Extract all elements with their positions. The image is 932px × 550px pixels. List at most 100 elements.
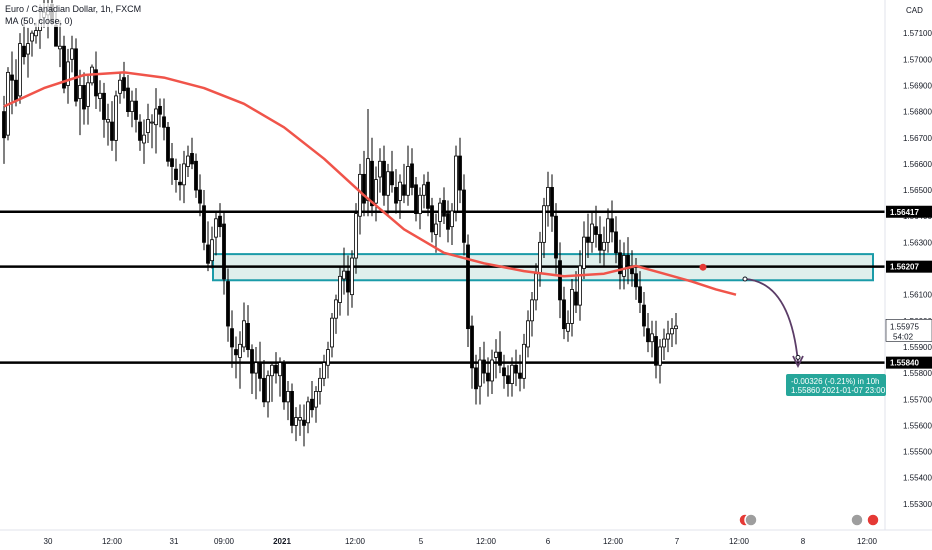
candle-body — [466, 244, 470, 330]
candle-body — [194, 160, 198, 191]
candle-body — [78, 85, 82, 99]
price-tick-label: 1.56800 — [903, 108, 932, 117]
price-tick-label: 1.57100 — [903, 29, 932, 38]
candle-body — [346, 270, 350, 293]
candle-body — [526, 320, 530, 348]
candle-body — [662, 338, 666, 348]
candle-body — [122, 77, 126, 92]
time-tick-label: 6 — [546, 537, 551, 546]
level-price-tag-text: 1.55840 — [890, 359, 919, 368]
chart-legend: Euro / Canadian Dollar, 1h, FXCM MA (50,… — [3, 3, 144, 27]
projection-end-handle — [795, 354, 801, 360]
price-tick-label: 1.57000 — [903, 55, 932, 64]
candle-body — [266, 375, 270, 403]
candle-body — [334, 299, 338, 319]
time-tick-label: 2021 — [273, 537, 291, 546]
candle-body — [278, 362, 282, 377]
candle-body — [146, 119, 150, 133]
time-axis[interactable]: 30 12:00 31 09:00 2021 12:00 5 12:00 6 12:00 7 12:0… — [44, 537, 878, 546]
candle-body — [562, 299, 566, 330]
price-tick-label: 1.56900 — [903, 81, 932, 90]
candle-body — [10, 74, 14, 81]
candle-body — [622, 255, 626, 277]
candle-body — [386, 171, 390, 196]
candle-body — [214, 218, 218, 238]
time-tick-label: 7 — [675, 537, 680, 546]
level-price-tag — [886, 205, 932, 218]
symbol-title[interactable]: Euro / Canadian Dollar, 1h, FXCM — [5, 4, 142, 14]
candle-body — [426, 181, 430, 209]
candle-body — [58, 45, 62, 50]
candle-body — [178, 181, 182, 186]
candle-body — [114, 95, 118, 141]
candle-body — [666, 333, 670, 340]
candle-body — [222, 223, 226, 280]
candle-body — [366, 158, 370, 201]
candle-body — [358, 173, 362, 217]
candle-body — [262, 377, 266, 403]
candle-body — [138, 121, 142, 141]
candle-body — [210, 239, 214, 262]
candle-body — [586, 236, 590, 243]
candle-body — [594, 226, 598, 235]
candle-body — [158, 105, 162, 115]
candle-body — [166, 126, 170, 162]
time-tick-label: 30 — [44, 537, 53, 546]
candle-body — [154, 108, 158, 126]
level-price-tag — [886, 356, 932, 369]
candle-body — [318, 377, 322, 392]
candle-body — [162, 116, 166, 128]
candle-body — [434, 223, 438, 235]
current-price-tag — [885, 319, 932, 342]
candle-body — [390, 171, 394, 186]
candle-body — [238, 343, 242, 358]
candle-body — [478, 359, 482, 387]
candle-body — [462, 189, 466, 243]
price-tick-label: 1.55400 — [903, 474, 932, 483]
candle-body — [26, 43, 30, 55]
projection-arrow[interactable] — [742, 276, 804, 369]
candle-body — [322, 362, 326, 379]
candle-body — [206, 244, 210, 264]
level-price-tag — [886, 260, 932, 273]
candle-body — [106, 119, 110, 123]
time-tick-label: 09:00 — [214, 537, 235, 546]
candle-body — [422, 184, 426, 196]
candle-body — [290, 391, 294, 426]
price-tick-label: 1.56600 — [903, 160, 932, 169]
candle-body — [550, 187, 554, 217]
candle-body — [362, 173, 366, 204]
indicator-title[interactable]: MA (50, close, 0) — [5, 16, 73, 26]
candle-body — [506, 375, 510, 384]
candle-body — [394, 187, 398, 204]
candle-body — [570, 289, 574, 324]
candle-body — [314, 391, 318, 408]
candle-body — [14, 79, 18, 102]
moving-average-line — [3, 71, 737, 296]
price-tick-label: 1.56300 — [903, 238, 932, 247]
candle-body — [406, 166, 410, 196]
price-tick-label: 1.56100 — [903, 291, 932, 300]
candle-body — [118, 79, 122, 94]
price-tick-label: 1.56500 — [903, 186, 932, 195]
candle-body — [94, 69, 98, 97]
candle-body — [438, 202, 442, 222]
candle-body — [402, 184, 406, 196]
candle-body — [650, 333, 654, 343]
price-tick-label: 1.55600 — [903, 421, 932, 430]
event-flag-icon — [866, 513, 880, 527]
candle-body — [430, 205, 434, 233]
candle-body — [342, 270, 346, 280]
candle-body — [30, 32, 34, 42]
candle-body — [258, 362, 262, 379]
candle-body — [34, 30, 38, 37]
candle-body — [2, 111, 6, 139]
candle-body — [170, 158, 174, 167]
candle-body — [530, 299, 534, 322]
candle-body — [670, 328, 674, 335]
candle-body — [418, 194, 422, 214]
bottom-event-icons[interactable] — [738, 513, 880, 527]
candle-body — [302, 419, 306, 426]
candle-body — [378, 160, 382, 178]
